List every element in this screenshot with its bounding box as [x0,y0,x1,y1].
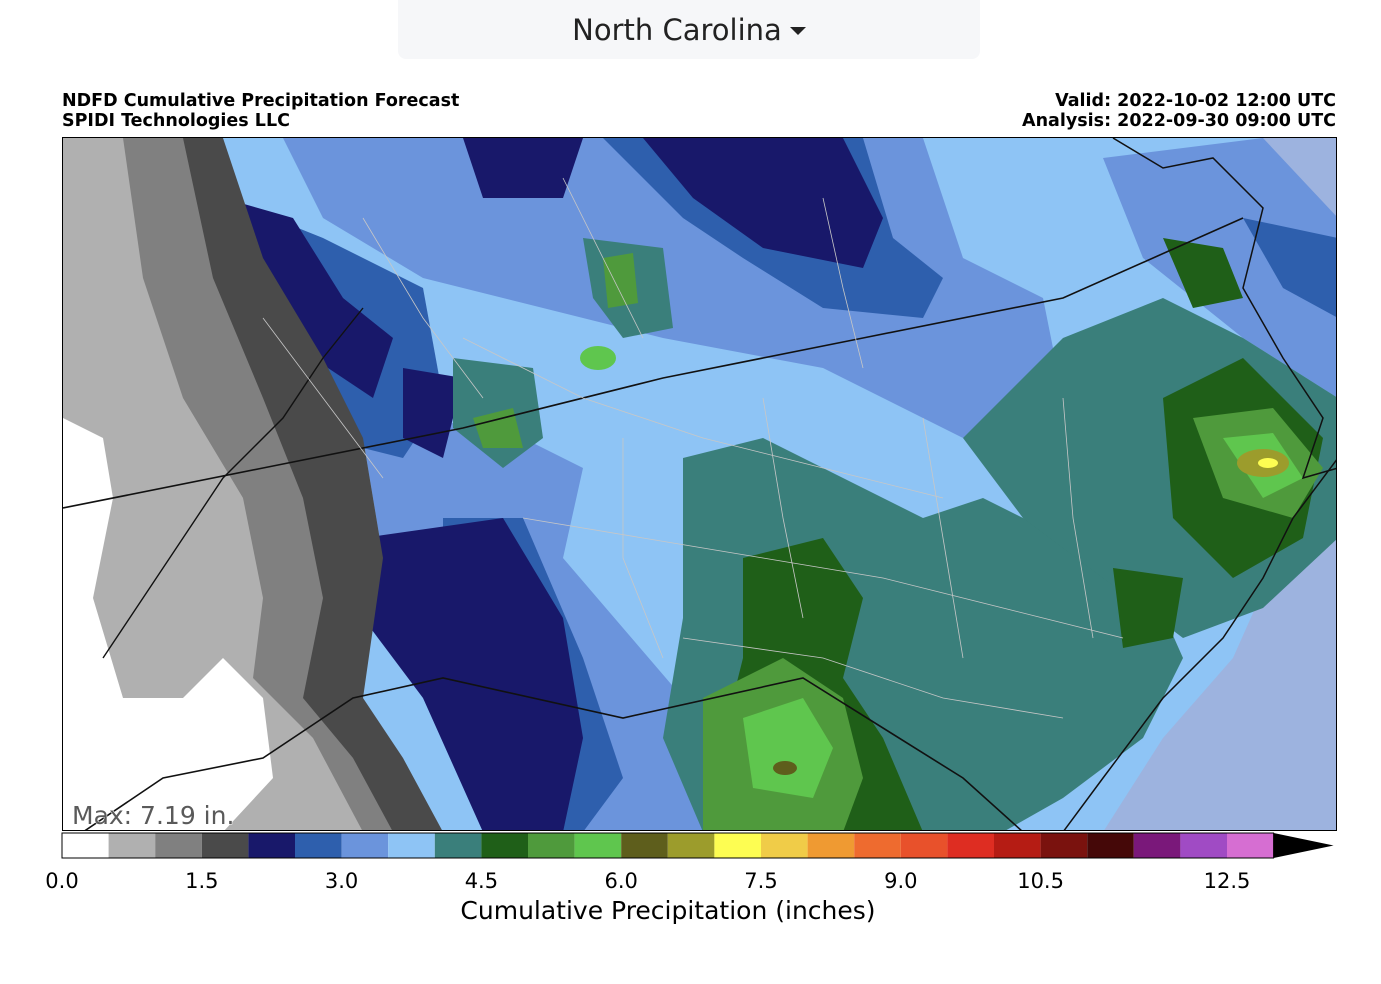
precip-band-5in-north [473,408,523,448]
coastline [1112,138,1336,480]
colorbar-swatch [155,833,202,858]
colorbar-tick: 1.5 [185,869,219,893]
precip-band-2-5in-coast [1243,218,1336,317]
precip-band-2in-north [463,138,583,198]
colorbar [61,832,1334,859]
map-canvas [63,138,1336,830]
state-border-west [102,307,364,659]
caret-down-icon [789,27,806,35]
colorbar-swatch [248,833,295,858]
colorbar-tick: 12.5 [1203,869,1251,893]
colorbar-swatch [295,833,342,858]
precip-band-4-5in-coast [1113,568,1183,648]
colorbar-swatch [761,833,808,858]
colorbar-swatch [714,833,761,858]
colorbar-tick: 10.5 [1017,869,1064,893]
colorbar-swatch [1227,833,1274,858]
coastline-south [1063,459,1336,830]
precip-band-4-5in-ne [1163,238,1243,308]
colorbar-swatch [900,833,948,858]
colorbar-extend-arrow [1273,833,1334,858]
precip-peak-max-center [1258,458,1278,468]
precip-band-0in [63,418,273,830]
precip-band-2in-south [363,518,583,830]
colorbar-swatch [201,833,249,858]
colorbar-tick: 9.0 [884,869,918,893]
precip-band-2in-ridge [403,368,463,458]
colorbar-swatch [1087,833,1134,858]
colorbar-swatch [481,833,528,858]
colorbar-swatch [108,833,156,858]
state-border-nc-sc [84,677,1022,830]
colorbar-swatch [434,833,482,858]
map-header-left: NDFD Cumulative Precipitation Forecast S… [62,91,459,131]
region-selector[interactable]: North Carolina [398,0,980,59]
colorbar-swatch [947,833,994,858]
colorbar-tick: 3.0 [324,869,359,893]
colorbar-swatch [667,833,715,858]
precip-band-5in-ridge [603,253,638,308]
colorbar-swatch [1133,833,1181,858]
map-header-right: Valid: 2022-10-02 12:00 UTC Analysis: 20… [1022,91,1336,131]
analysis-time: Analysis: 2022-09-30 09:00 UTC [1022,111,1336,131]
colorbar-swatch [1180,833,1227,858]
colorbar-swatch [388,833,435,858]
precip-band-2in [643,138,883,268]
ocean-region [1104,461,1336,830]
colorbar-label: Cumulative Precipitation (inches) [460,896,876,925]
colorbar-tick: 4.5 [464,869,499,893]
map-org: SPIDI Technologies LLC [62,111,290,131]
colorbar-swatch [528,833,575,858]
colorbar-tick: 6.0 [604,869,638,893]
colorbar-swatch [994,833,1041,858]
precipitation-map [62,137,1337,831]
precip-band-2in-west [223,198,393,398]
colorbar-swatch [854,833,901,858]
colorbar-swatch [62,833,109,858]
precip-band-5-5in [743,698,833,798]
colorbar-tick: 0.0 [45,869,79,893]
colorbar-swatch [807,833,855,858]
colorbar-tick: 7.5 [744,869,778,893]
colorbar-swatch [621,833,668,858]
county-lines [262,177,1124,719]
precip-band-0-5in [63,138,362,830]
colorbar-swatch [341,833,389,858]
colorbar-swatch [574,833,622,858]
map-title: NDFD Cumulative Precipitation Forecast [62,91,460,111]
precip-peak-south [773,761,797,775]
precip-peak-west [580,346,616,370]
region-selector-label: North Carolina [572,12,782,47]
valid-time: Valid: 2022-10-02 12:00 UTC [1055,91,1336,111]
max-precip-label: Max: 7.19 in. [71,801,235,831]
colorbar-swatch [1040,833,1088,858]
state-border-va-nc [63,217,1244,509]
